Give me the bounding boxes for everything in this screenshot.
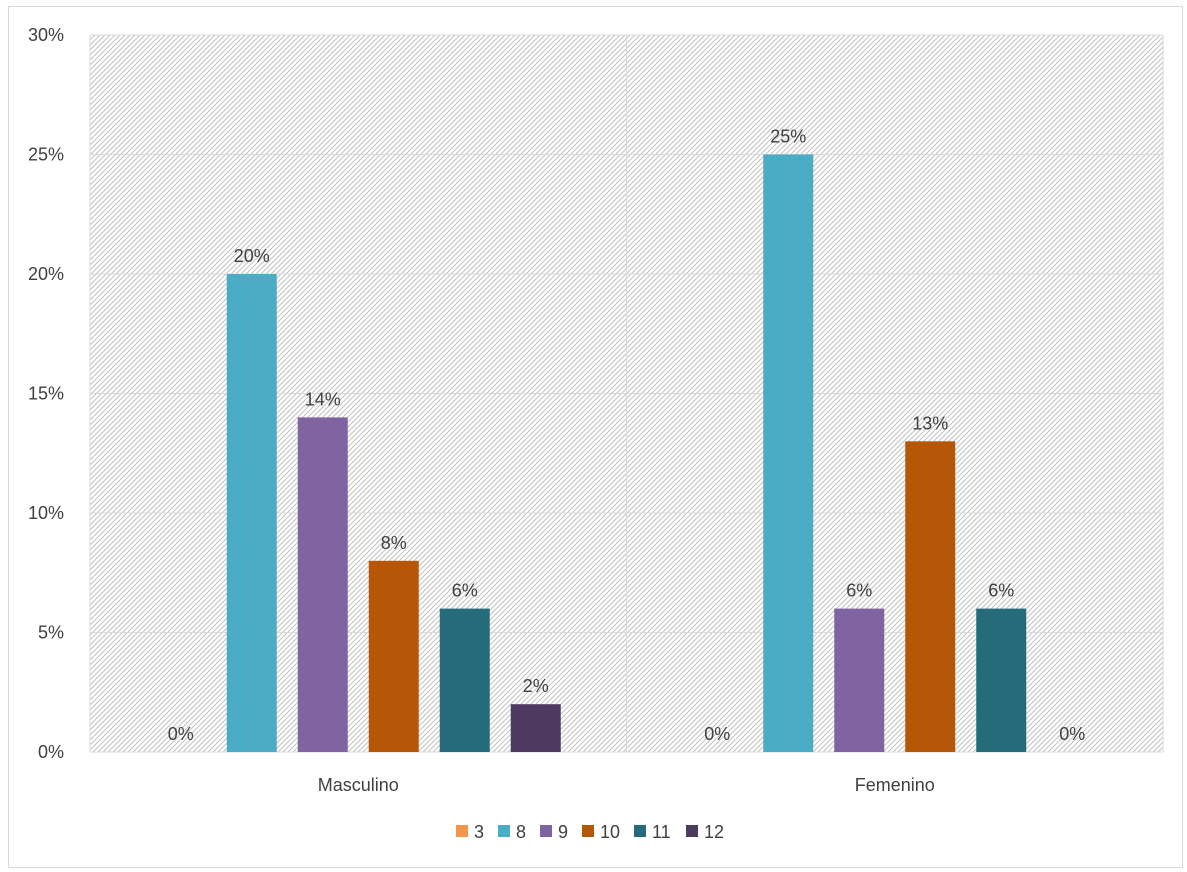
data-label: 6%	[452, 581, 478, 601]
y-axis-ticks: 0% 5% 10% 15% 20% 25% 30%	[28, 25, 64, 762]
y-tick-label: 0%	[38, 742, 64, 762]
y-tick-label: 5%	[38, 623, 64, 643]
data-label: 8%	[381, 533, 407, 553]
category-label: Femenino	[855, 775, 935, 795]
legend-swatch-10	[582, 825, 594, 837]
y-tick-label: 20%	[28, 264, 64, 284]
bar-masculino-8	[226, 274, 277, 752]
legend-label: 10	[600, 822, 620, 842]
legend-swatch-3	[456, 825, 468, 837]
data-label: 14%	[305, 389, 341, 409]
bar-masculino-12	[510, 704, 561, 752]
data-label: 6%	[988, 581, 1014, 601]
bar-femenino-11	[976, 608, 1027, 752]
bar-masculino-11	[439, 608, 490, 752]
data-label: 13%	[912, 413, 948, 433]
data-label: 0%	[704, 724, 730, 744]
y-tick-label: 25%	[28, 145, 64, 165]
bars	[226, 154, 1027, 752]
category-label: Masculino	[318, 775, 399, 795]
x-axis-categories: Masculino Femenino	[318, 775, 935, 795]
data-labels: 0% 20% 14% 8% 6% 2% 0% 25% 6% 13% 6% 0%	[168, 127, 1086, 745]
y-tick-label: 30%	[28, 25, 64, 45]
legend-swatch-8	[498, 825, 510, 837]
bar-femenino-10	[905, 441, 956, 752]
bar-femenino-8	[763, 154, 814, 752]
bar-masculino-10	[368, 560, 419, 752]
data-label: 25%	[770, 127, 806, 147]
y-tick-label: 15%	[28, 384, 64, 404]
legend-label: 12	[704, 822, 724, 842]
gridlines	[89, 34, 1164, 753]
legend-swatch-12	[686, 825, 698, 837]
y-tick-label: 10%	[28, 503, 64, 523]
legend: 3 8 9 10 11 12	[456, 822, 724, 842]
legend-swatch-9	[540, 825, 552, 837]
legend-label: 9	[558, 822, 568, 842]
data-label: 0%	[1059, 724, 1085, 744]
data-label: 6%	[846, 581, 872, 601]
legend-label: 8	[516, 822, 526, 842]
data-label: 20%	[234, 246, 270, 266]
bar-femenino-9	[834, 608, 885, 752]
legend-label: 11	[652, 822, 671, 842]
legend-label: 3	[474, 822, 484, 842]
data-label: 2%	[523, 676, 549, 696]
data-label: 0%	[168, 724, 194, 744]
bar-masculino-9	[297, 417, 348, 752]
legend-swatch-11	[634, 825, 646, 837]
